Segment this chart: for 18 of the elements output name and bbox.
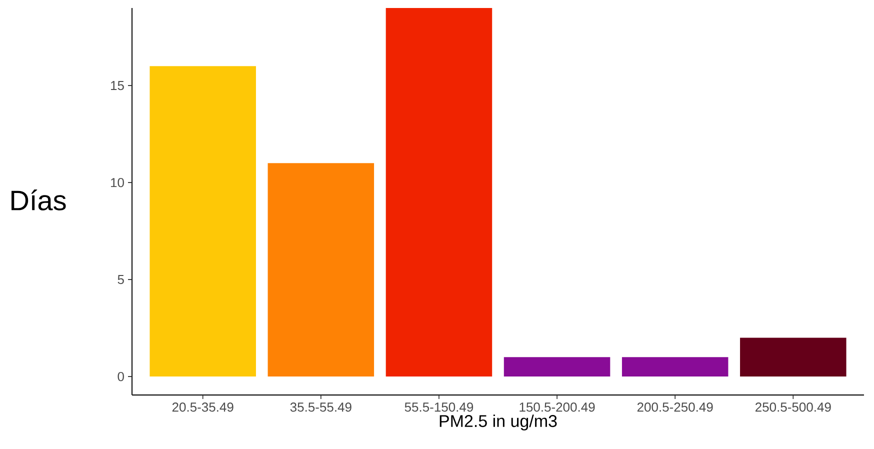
y-tick-label: 5 <box>118 275 124 284</box>
y-axis-title: Días <box>12 190 66 210</box>
y-tick-label: 0 <box>118 372 124 382</box>
y-tick-label: 15 <box>111 81 124 90</box>
x-tick-label: 55.5-150.49 <box>404 402 474 412</box>
bar <box>268 163 374 377</box>
x-tick-label: 35.5-55.49 <box>290 402 352 412</box>
bar <box>740 338 846 377</box>
x-tick-label: 200.5-250.49 <box>637 402 713 412</box>
bar <box>150 66 256 377</box>
x-axis-title: PM2.5 in ug/m3 <box>440 414 557 430</box>
x-tick-label: 20.5-35.49 <box>172 402 234 412</box>
bar <box>622 357 728 377</box>
y-tick-label: 10 <box>111 178 124 188</box>
x-tick-label: 150.5-200.49 <box>520 402 595 412</box>
bar <box>386 8 492 377</box>
bar <box>504 357 610 377</box>
x-tick-label: 250.5-500.49 <box>756 402 831 412</box>
